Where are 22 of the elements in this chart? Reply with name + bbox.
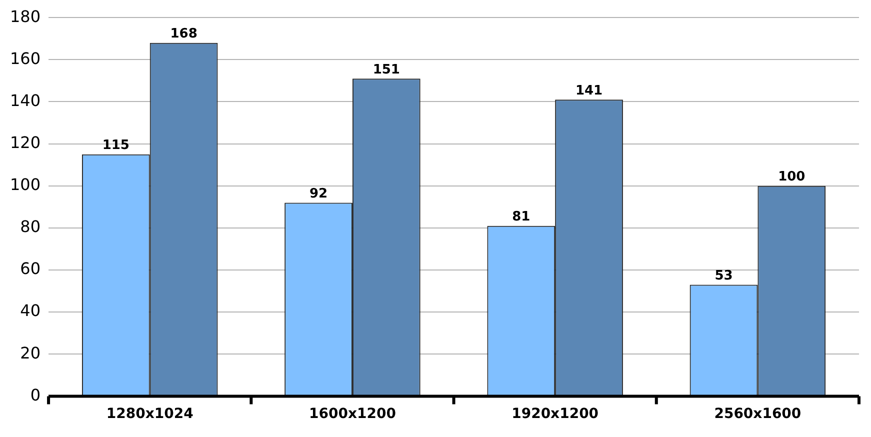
data-label: 151 <box>372 62 400 78</box>
y-tick-label: 180 <box>10 6 41 26</box>
data-label: 115 <box>102 138 130 154</box>
y-tick-label: 140 <box>10 90 41 110</box>
data-label: 53 <box>714 268 733 284</box>
y-tick-label: 60 <box>20 259 41 278</box>
data-label: 92 <box>309 186 328 202</box>
data-label: 100 <box>778 170 806 185</box>
y-tick-label: 120 <box>10 132 41 152</box>
x-tick-label: 1280x1024 <box>106 406 194 422</box>
data-label: 168 <box>170 26 198 42</box>
y-tick-label: 80 <box>20 217 41 236</box>
y-tick-label: 0 <box>30 385 41 404</box>
x-tick-label: 2560x1600 <box>714 406 802 422</box>
data-label: 141 <box>575 84 603 99</box>
y-tick-label: 100 <box>10 175 41 194</box>
y-tick-label: 160 <box>10 48 41 68</box>
y-tick-label: 40 <box>20 301 41 320</box>
x-tick-label: 1600x1200 <box>308 406 396 422</box>
data-label: 81 <box>512 210 530 225</box>
y-tick-label: 20 <box>20 343 41 362</box>
x-tick-label: 1920x1200 <box>512 406 599 422</box>
